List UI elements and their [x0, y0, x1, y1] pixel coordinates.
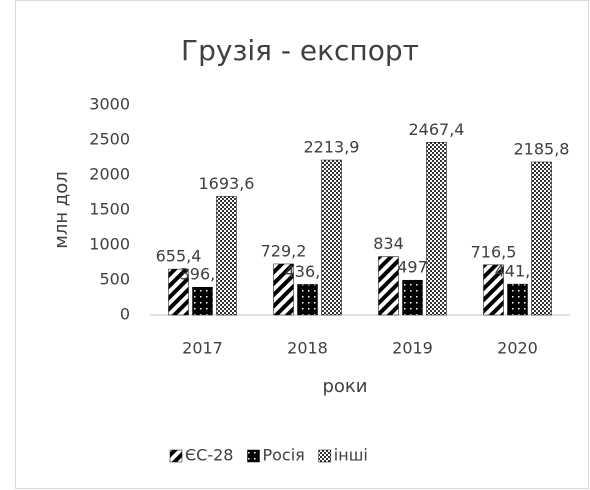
y-tick-label: 1500 [89, 200, 130, 219]
value-label: 2185,8 [514, 139, 570, 158]
value-label: 716,5 [471, 242, 517, 261]
x-axis-label: роки [322, 376, 367, 397]
bar [507, 283, 528, 316]
value-label: 497 [397, 258, 428, 277]
chart-title: Грузія - експорт [181, 34, 419, 67]
y-tick-label: 2000 [89, 165, 130, 184]
bar [321, 159, 342, 316]
value-label: 396,7 [180, 265, 226, 284]
x-tick-label: 2018 [287, 339, 328, 358]
value-label: 2467,4 [409, 120, 465, 139]
bar [426, 142, 447, 316]
y-tick-label: 3000 [89, 95, 130, 114]
x-tick-label: 2017 [182, 339, 223, 358]
legend-swatch [247, 449, 260, 463]
value-label: 436,6 [285, 262, 331, 281]
y-tick-label: 0 [120, 305, 130, 324]
legend-label: Росія [262, 446, 304, 465]
bar [297, 284, 318, 316]
bar [531, 161, 552, 316]
bar [483, 264, 504, 316]
x-tick-label: 2020 [497, 339, 538, 358]
bar [273, 263, 294, 316]
x-tick-label: 2019 [392, 339, 433, 358]
bar [192, 286, 213, 316]
bar [216, 196, 237, 316]
legend-label: ЄС-28 [185, 446, 233, 465]
value-label: 655,4 [156, 247, 202, 266]
legend-swatch [169, 449, 183, 463]
value-label: 441,1 [495, 262, 541, 281]
chart-border [15, 0, 589, 489]
legend-swatch [318, 449, 332, 463]
value-label: 834 [373, 234, 404, 253]
y-tick-label: 2500 [89, 130, 130, 149]
value-label: 729,2 [261, 241, 307, 260]
y-axis-label: млн дол [51, 171, 72, 249]
value-label: 2213,9 [304, 138, 360, 157]
legend-label: інші [334, 446, 368, 465]
value-label: 1693,6 [199, 174, 255, 193]
y-tick-label: 1000 [89, 235, 130, 254]
bar [168, 268, 189, 316]
y-tick-label: 500 [99, 270, 130, 289]
bar [402, 279, 423, 316]
bar [378, 256, 399, 316]
